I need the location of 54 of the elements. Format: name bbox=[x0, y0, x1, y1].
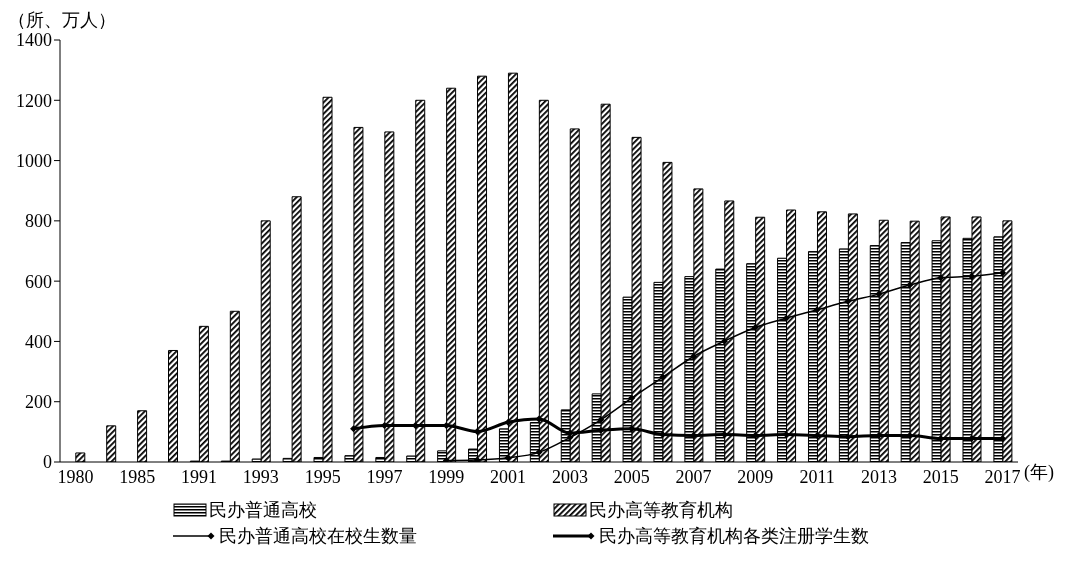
x-tick-label: 2005 bbox=[613, 466, 650, 487]
x-tick-label: 1995 bbox=[304, 466, 341, 487]
y-tick-label: 1000 bbox=[16, 150, 52, 171]
point bbox=[844, 297, 852, 305]
point bbox=[875, 290, 883, 298]
y-tick-label: 200 bbox=[25, 392, 52, 413]
y-tick-label: 800 bbox=[25, 211, 52, 232]
point bbox=[999, 269, 1007, 277]
legend-label: 民办普通高校在校生数量 bbox=[219, 525, 417, 548]
point bbox=[535, 415, 543, 423]
point bbox=[442, 456, 450, 462]
legend-label: 民办普通高校 bbox=[209, 499, 317, 522]
point bbox=[597, 416, 605, 424]
y-tick-label: 1400 bbox=[16, 30, 52, 51]
point bbox=[504, 454, 512, 462]
x-tick-label: 1999 bbox=[428, 466, 465, 487]
x-tick-label: 2003 bbox=[551, 466, 588, 487]
x-tick-label: 1980 bbox=[57, 466, 94, 487]
y-tick-label: 1200 bbox=[16, 90, 52, 111]
point bbox=[720, 337, 728, 345]
point bbox=[628, 394, 636, 402]
point bbox=[999, 434, 1007, 442]
x-tick-label: 1993 bbox=[242, 466, 279, 487]
x-tick-label: 1985 bbox=[119, 466, 156, 487]
point bbox=[659, 373, 667, 381]
x-tick-label: 2007 bbox=[675, 466, 712, 487]
x-tick-label: 2001 bbox=[490, 466, 527, 487]
x-tick-label: 2015 bbox=[922, 466, 959, 487]
y-axis-title: （所、万人） bbox=[8, 9, 117, 32]
x-tick-label: 1991 bbox=[181, 466, 218, 487]
point bbox=[813, 306, 821, 314]
y-tick-label: 600 bbox=[25, 271, 52, 292]
point bbox=[350, 425, 358, 433]
legend-label: 民办高等教育机构 bbox=[589, 499, 733, 522]
x-tick-label: 2013 bbox=[860, 466, 897, 487]
point bbox=[628, 425, 636, 433]
y-tick-label: 400 bbox=[25, 331, 52, 352]
point bbox=[535, 448, 543, 456]
x-tick-label: 2011 bbox=[799, 466, 835, 487]
x-tick-label: 1997 bbox=[366, 466, 403, 487]
point bbox=[473, 456, 481, 462]
x-tick-label: 2017 bbox=[984, 466, 1021, 487]
point bbox=[937, 274, 945, 282]
x-axis-title: (年) bbox=[1024, 462, 1054, 484]
legend-label: 民办高等教育机构各类注册学生数 bbox=[599, 525, 869, 548]
point bbox=[751, 324, 759, 332]
point bbox=[782, 314, 790, 322]
point bbox=[504, 418, 512, 426]
point bbox=[968, 272, 976, 280]
point bbox=[690, 353, 698, 360]
point bbox=[906, 281, 914, 289]
y-tick-label: 0 bbox=[43, 452, 52, 473]
x-tick-label: 2009 bbox=[737, 466, 774, 487]
point bbox=[844, 433, 852, 441]
